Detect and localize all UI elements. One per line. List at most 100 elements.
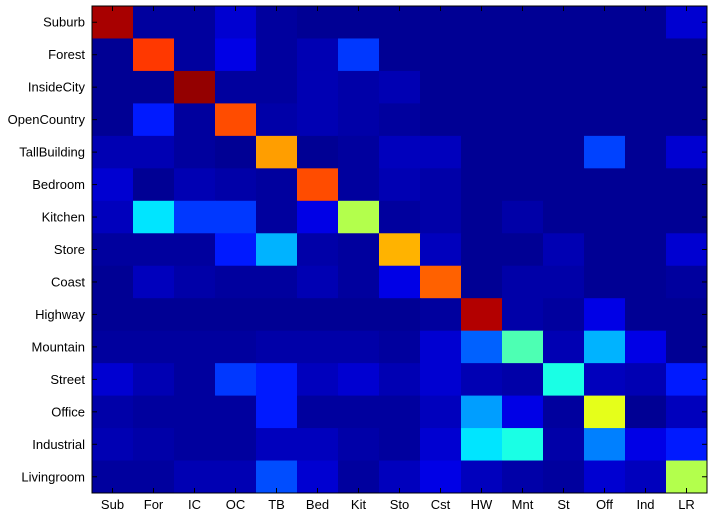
heatmap-cell <box>584 103 626 137</box>
heatmap-cell <box>133 200 175 234</box>
heatmap-cell <box>625 38 667 72</box>
heatmap-cell <box>174 330 216 364</box>
heatmap-cell <box>338 330 380 364</box>
heatmap-cell <box>92 168 134 202</box>
y-tick-label: InsideCity <box>28 80 86 95</box>
heatmap-cell <box>379 135 421 169</box>
y-tick-label: Highway <box>35 307 85 322</box>
heatmap-cell <box>174 298 216 332</box>
heatmap-cell <box>215 363 257 397</box>
x-tick-label: Off <box>596 497 613 512</box>
y-tick-label: Office <box>51 404 85 419</box>
heatmap-cell <box>666 103 708 137</box>
heatmap-cell <box>584 363 626 397</box>
heatmap-cell <box>379 70 421 104</box>
heatmap-cell <box>461 363 503 397</box>
heatmap-cell <box>379 330 421 364</box>
heatmap-cell <box>297 200 339 234</box>
heatmap-cell <box>502 135 544 169</box>
heatmap-cell <box>297 428 339 462</box>
heatmap-cell <box>338 395 380 429</box>
heatmap-cell <box>256 70 298 104</box>
heatmap-cell <box>215 330 257 364</box>
heatmap-cell <box>133 38 175 72</box>
heatmap-cell <box>338 233 380 267</box>
heatmap-cell <box>256 135 298 169</box>
heatmap-cell <box>543 168 585 202</box>
heatmap-cell <box>133 135 175 169</box>
x-tick-label: Sto <box>390 497 410 512</box>
heatmap-cell <box>502 330 544 364</box>
heatmap-cell <box>338 200 380 234</box>
heatmap-cell <box>92 363 134 397</box>
heatmap-cell <box>666 428 708 462</box>
heatmap-cell <box>461 70 503 104</box>
heatmap-cell <box>625 265 667 299</box>
heatmap-cell <box>625 298 667 332</box>
heatmap-cell <box>584 395 626 429</box>
heatmap-cell <box>174 168 216 202</box>
y-tick-label: Suburb <box>43 15 85 30</box>
axis-ticks <box>92 6 707 493</box>
heatmap-cell <box>215 70 257 104</box>
heatmap-cell <box>297 70 339 104</box>
heatmap-cell <box>502 103 544 137</box>
heatmap-cell <box>420 233 462 267</box>
heatmap-cell <box>174 200 216 234</box>
x-tick-label: Ind <box>636 497 654 512</box>
heatmap-cell <box>461 6 503 39</box>
heatmap-cell <box>584 70 626 104</box>
heatmap-cell <box>256 265 298 299</box>
heatmap-cell <box>625 330 667 364</box>
heatmap-cell <box>461 200 503 234</box>
heatmap-cell <box>502 298 544 332</box>
heatmap-cell <box>256 330 298 364</box>
y-tick-label: Mountain <box>32 339 85 354</box>
heatmap-cell <box>379 103 421 137</box>
heatmap-cell <box>584 265 626 299</box>
heatmap-cell <box>543 428 585 462</box>
heatmap-cell <box>666 395 708 429</box>
heatmap-cell <box>297 363 339 397</box>
x-tick-label: HW <box>471 497 493 512</box>
heatmap-cell <box>666 70 708 104</box>
heatmap-cell <box>420 428 462 462</box>
heatmap-cell <box>215 6 257 39</box>
x-tick-label: LR <box>678 497 695 512</box>
heatmap-cell <box>543 38 585 72</box>
heatmap-cell <box>215 38 257 72</box>
heatmap-cell <box>256 6 298 39</box>
heatmap-cell <box>174 428 216 462</box>
heatmap-cell <box>625 200 667 234</box>
heatmap-cell <box>338 38 380 72</box>
heatmap-cell <box>584 233 626 267</box>
x-tick-label: St <box>557 497 570 512</box>
heatmap-cell <box>133 6 175 39</box>
heatmap-cell <box>133 233 175 267</box>
heatmap-cell <box>379 168 421 202</box>
heatmap-cell <box>297 38 339 72</box>
heatmap-cell <box>461 233 503 267</box>
heatmap-cell <box>625 233 667 267</box>
heatmap-cell <box>584 428 626 462</box>
heatmap-cell <box>133 265 175 299</box>
heatmap-cell <box>256 395 298 429</box>
heatmap-cell <box>215 395 257 429</box>
heatmap-cell <box>625 6 667 39</box>
heatmap-cell <box>133 428 175 462</box>
heatmap-cell <box>420 38 462 72</box>
x-tick-label: TB <box>268 497 285 512</box>
heatmap-cell <box>215 233 257 267</box>
y-tick-label: Store <box>54 242 85 257</box>
heatmap-cell <box>174 70 216 104</box>
heatmap-cell <box>625 168 667 202</box>
y-tick-label: OpenCountry <box>8 112 86 127</box>
heatmap-cell <box>297 298 339 332</box>
heatmap-cell <box>666 6 708 39</box>
heatmap-cell <box>420 298 462 332</box>
heatmap-cell <box>666 265 708 299</box>
heatmap-cell <box>461 298 503 332</box>
heatmap-cell <box>215 265 257 299</box>
heatmap-cell <box>502 428 544 462</box>
